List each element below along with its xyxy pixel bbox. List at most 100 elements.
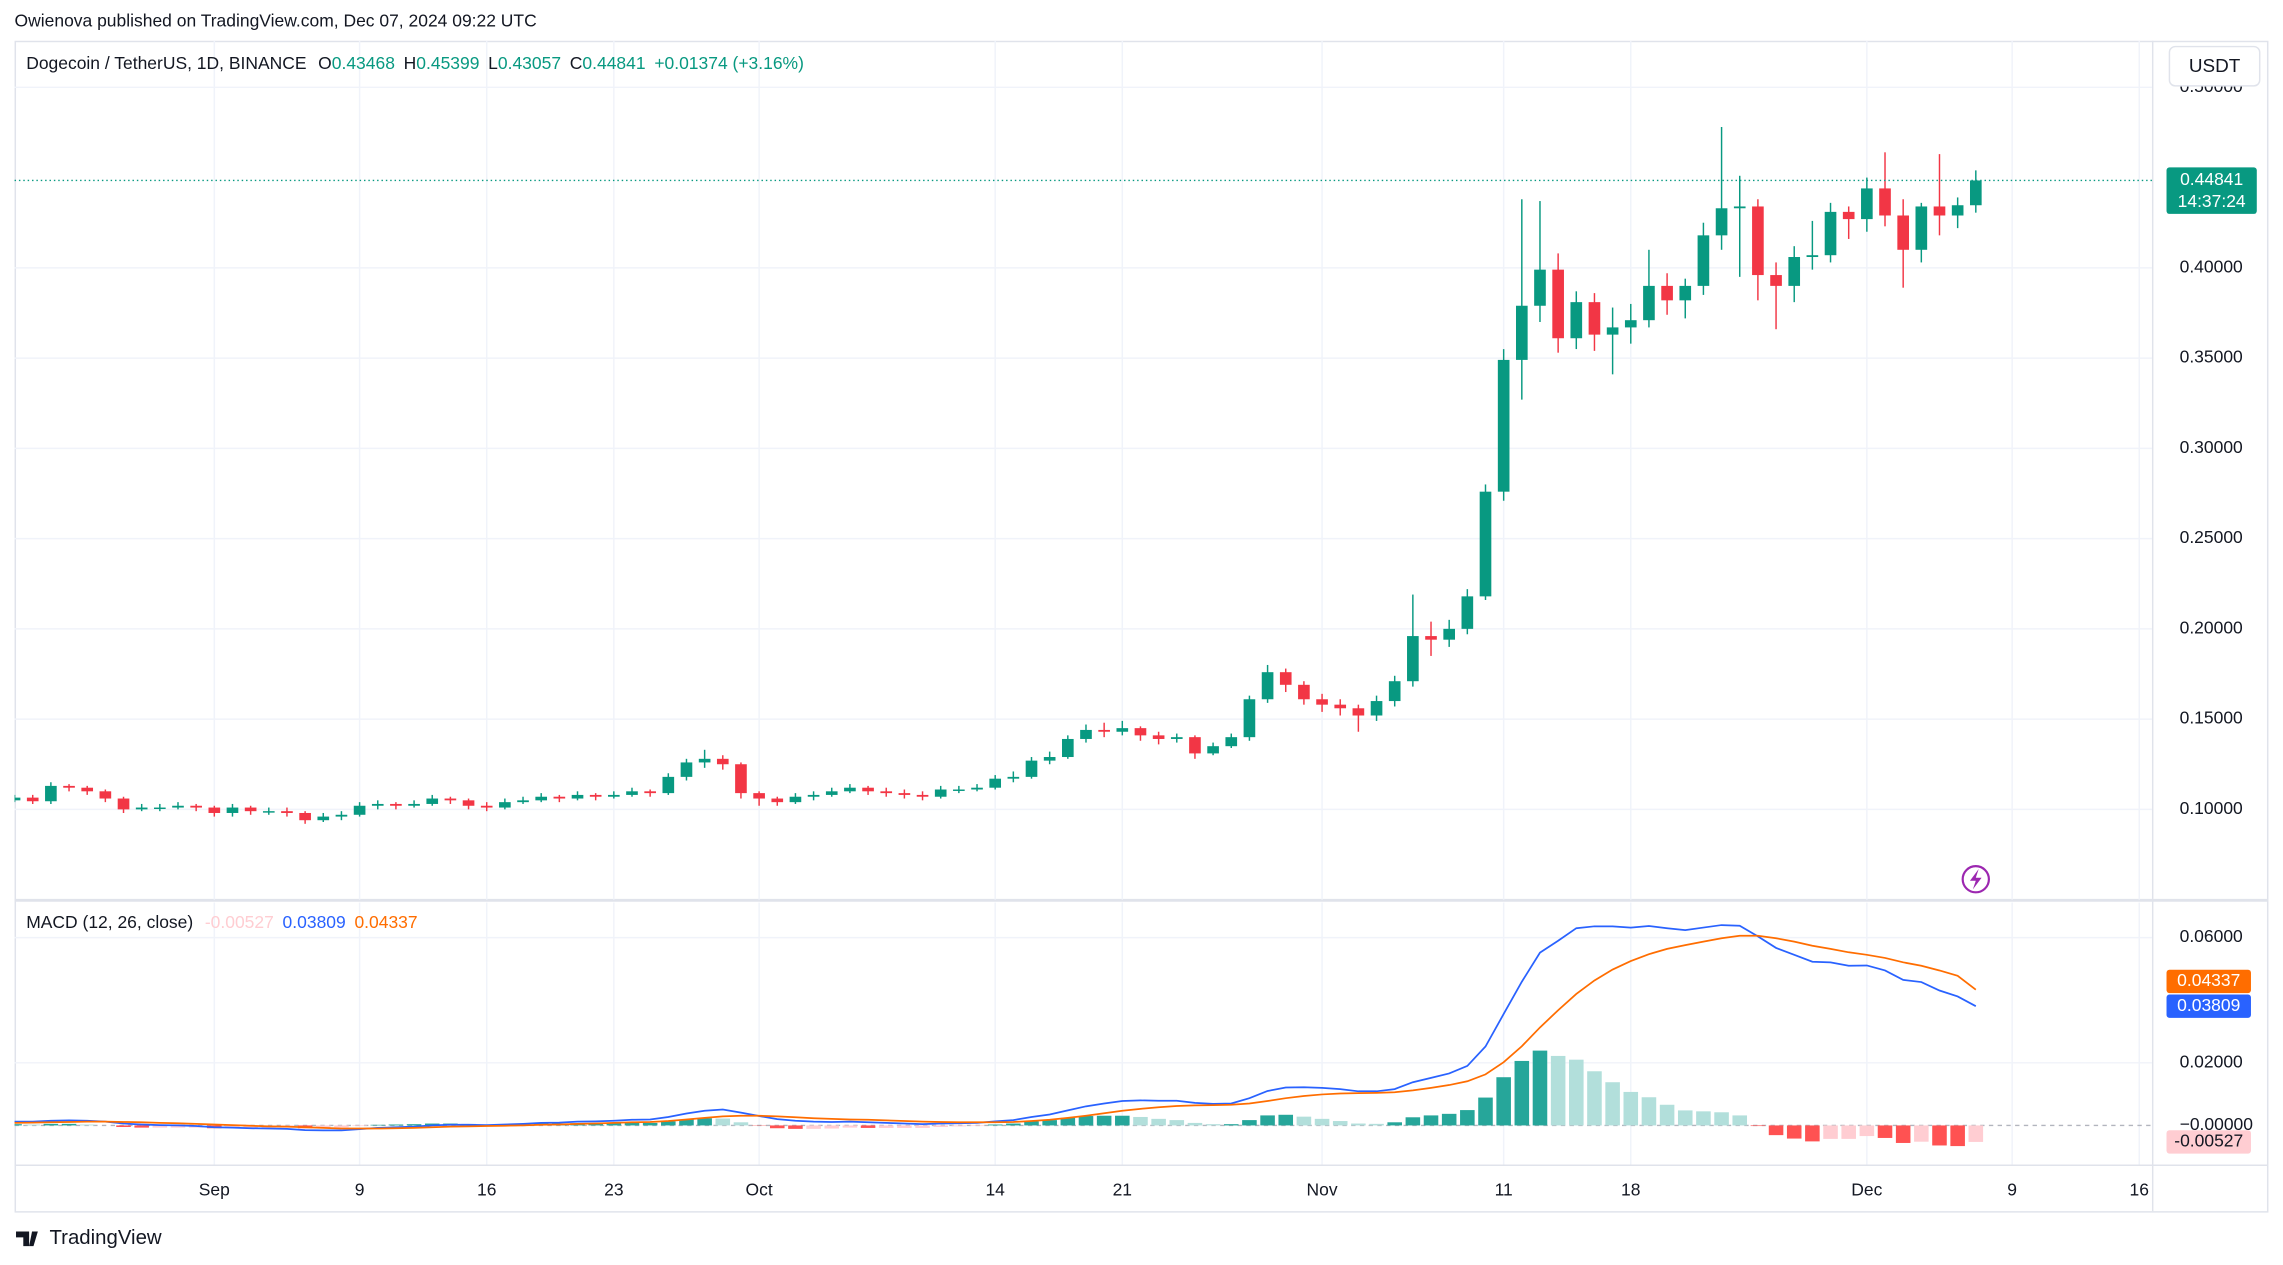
y-tick-label: 0.40000 bbox=[2180, 256, 2243, 276]
x-tick-label: 21 bbox=[1113, 1179, 1132, 1199]
candle-body bbox=[1897, 215, 1909, 250]
histogram-bar bbox=[1223, 1124, 1239, 1126]
histogram-bar bbox=[1895, 1125, 1911, 1143]
candle-body bbox=[680, 762, 693, 777]
candle-body bbox=[825, 791, 838, 795]
histogram-bar bbox=[1260, 1115, 1275, 1126]
candle-body bbox=[1388, 681, 1401, 702]
histogram-bar bbox=[824, 1125, 840, 1129]
histogram-bar bbox=[370, 1124, 386, 1126]
histogram-value-box bbox=[2166, 1130, 2251, 1154]
candle-body bbox=[1733, 206, 1746, 209]
candle-body bbox=[1461, 596, 1474, 629]
macd-tick-label: 0.06000 bbox=[2180, 926, 2243, 946]
candle-body bbox=[1170, 737, 1183, 739]
y-tick-label: 0.35000 bbox=[2180, 347, 2243, 367]
candle-body bbox=[953, 789, 965, 791]
candle-body bbox=[1515, 305, 1528, 360]
candle-body bbox=[517, 800, 529, 803]
candle-body bbox=[989, 778, 1002, 788]
histogram-bar bbox=[1205, 1124, 1221, 1126]
candle-body bbox=[862, 787, 874, 792]
logo-text[interactable]: TradingView bbox=[50, 1227, 162, 1249]
currency-button[interactable]: USDT bbox=[2168, 45, 2261, 87]
histogram-bar bbox=[1133, 1116, 1148, 1126]
candle-body bbox=[1298, 684, 1310, 700]
histogram-bar bbox=[1242, 1120, 1257, 1126]
lightning-bolt[interactable] bbox=[1969, 869, 1982, 890]
currency-button-label[interactable]: USDT bbox=[2189, 56, 2241, 77]
histogram-value-box-label: -0.00527 bbox=[2174, 1131, 2243, 1151]
histogram-bar bbox=[1314, 1118, 1330, 1126]
histogram-bar bbox=[1169, 1120, 1185, 1126]
candle-body bbox=[1951, 205, 1964, 216]
macd-value-box bbox=[2166, 994, 2251, 1018]
histogram-bar bbox=[1332, 1121, 1348, 1126]
histogram-bar bbox=[1042, 1120, 1057, 1126]
histogram-bar bbox=[1151, 1118, 1166, 1126]
candle-body bbox=[1279, 672, 1292, 685]
histogram-bar bbox=[1569, 1059, 1584, 1126]
histogram-bar bbox=[61, 1123, 77, 1126]
candle-body bbox=[1207, 746, 1219, 754]
x-tick-label: Oct bbox=[746, 1179, 773, 1199]
histogram-bar bbox=[1750, 1125, 1766, 1127]
macd-title: MACD (12, 26, close) bbox=[26, 912, 193, 932]
histogram-bar bbox=[969, 1125, 985, 1127]
histogram-bar bbox=[1587, 1071, 1602, 1126]
candle-body bbox=[753, 793, 765, 799]
y-tick-label: 0.15000 bbox=[2180, 708, 2243, 728]
candle-body bbox=[1062, 738, 1074, 758]
candle-body bbox=[789, 796, 802, 803]
histogram-bar bbox=[1115, 1115, 1130, 1126]
candle-body bbox=[172, 805, 184, 808]
x-tick-label: 9 bbox=[2007, 1179, 2017, 1199]
candle-body bbox=[390, 803, 402, 806]
candle-body bbox=[807, 794, 820, 797]
candle-body bbox=[716, 758, 729, 765]
candle-body bbox=[1534, 269, 1546, 306]
candle-body bbox=[1969, 180, 1982, 206]
candle-body bbox=[1243, 699, 1256, 738]
histogram-bar bbox=[1387, 1122, 1402, 1126]
candle-body bbox=[371, 803, 384, 806]
histogram-bar bbox=[79, 1124, 95, 1126]
attribution: Owienova published on TradingView.com, D… bbox=[15, 10, 537, 30]
candle-body bbox=[462, 800, 475, 806]
change-value: +0.01374 (+3.16%) bbox=[654, 53, 804, 73]
histogram-bar bbox=[987, 1124, 1003, 1126]
histogram-bar bbox=[733, 1122, 749, 1126]
candle-body bbox=[1479, 491, 1492, 597]
x-tick-label: 9 bbox=[355, 1179, 365, 1199]
macd-line bbox=[14, 924, 1977, 1132]
macd-pane bbox=[14, 924, 1984, 1147]
currency-button-box[interactable] bbox=[2168, 45, 2261, 87]
macd-legend: MACD (12, 26, close) -0.00527 0.03809 0.043… bbox=[26, 912, 417, 932]
candle-body bbox=[1661, 285, 1673, 301]
candle-body bbox=[1043, 757, 1056, 761]
logo[interactable]: TradingView bbox=[16, 1227, 162, 1249]
candle-body bbox=[1588, 302, 1601, 335]
logo-mark[interactable] bbox=[16, 1231, 38, 1247]
candle-body bbox=[934, 789, 947, 797]
histogram-bar bbox=[1696, 1111, 1711, 1126]
x-tick-label: Sep bbox=[199, 1179, 230, 1199]
candle-body bbox=[281, 811, 293, 813]
chart-frame bbox=[14, 40, 2269, 1213]
macd-tick-label: −0.00000 bbox=[2180, 1114, 2254, 1134]
candle-body bbox=[626, 791, 638, 795]
candle-body bbox=[408, 803, 420, 806]
candle-body bbox=[1425, 636, 1437, 640]
lightning-icon[interactable] bbox=[1961, 865, 1990, 894]
histogram-bar bbox=[842, 1125, 858, 1128]
histogram-bar bbox=[1714, 1112, 1729, 1126]
histogram-bar bbox=[1405, 1117, 1421, 1126]
candle-body bbox=[1770, 275, 1782, 286]
histogram-bar bbox=[1096, 1115, 1112, 1126]
candle-body bbox=[1933, 206, 1946, 216]
last-price-box bbox=[2166, 167, 2257, 214]
candle-body bbox=[63, 785, 75, 788]
y-tick-label: 0.10000 bbox=[2180, 798, 2243, 818]
histogram-bar bbox=[788, 1125, 803, 1129]
